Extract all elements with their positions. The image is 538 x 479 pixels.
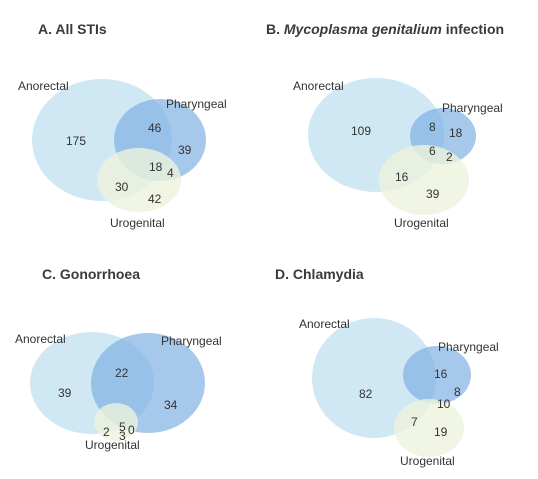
panel-d-title: D. Chlamydia xyxy=(275,266,364,282)
urogenital-circle xyxy=(94,403,138,441)
count-pharyngeal-only: 18 xyxy=(449,126,463,140)
count-anorectal-pharyngeal: 8 xyxy=(429,120,436,134)
panel-a-title: A. All STIs xyxy=(38,21,107,37)
count-urogenital-only: 42 xyxy=(148,192,162,206)
count-anorectal-urogenital: 16 xyxy=(395,170,409,184)
urogenital-label: Urogenital xyxy=(394,216,449,230)
urogenital-circle xyxy=(394,399,464,457)
pharyngeal-label: Pharyngeal xyxy=(166,97,227,111)
urogenital-label: Urogenital xyxy=(110,216,165,230)
count-urogenital-only: 39 xyxy=(426,187,440,201)
count-pharyngeal-urogenital: 4 xyxy=(167,166,174,180)
count-anorectal-only: 82 xyxy=(359,387,373,401)
count-pharyngeal-only: 8 xyxy=(454,385,461,399)
pharyngeal-label: Pharyngeal xyxy=(442,101,503,115)
count-urogenital-only: 3 xyxy=(119,429,126,443)
count-pharyngeal-only: 34 xyxy=(164,398,178,412)
count-pharyngeal-urogenital: 2 xyxy=(446,150,453,164)
urogenital-label: Urogenital xyxy=(85,438,140,452)
pharyngeal-circle xyxy=(403,346,471,404)
panel-a: A. All STIs Anorectal Pharyngeal Urogeni… xyxy=(18,21,227,230)
count-all-three: 5 xyxy=(119,420,126,434)
panel-d: D. Chlamydia Anorectal Pharyngeal Urogen… xyxy=(275,266,499,468)
count-pharyngeal-only: 39 xyxy=(178,143,192,157)
count-pharyngeal-urogenital: 0 xyxy=(128,423,135,437)
urogenital-circle xyxy=(97,148,181,212)
count-anorectal-only: 109 xyxy=(351,124,371,138)
count-anorectal-pharyngeal: 22 xyxy=(115,366,129,380)
panel-c-title: C. Gonorrhoea xyxy=(42,266,140,282)
count-anorectal-only: 39 xyxy=(58,386,72,400)
count-anorectal-pharyngeal: 46 xyxy=(148,121,162,135)
pharyngeal-label: Pharyngeal xyxy=(438,340,499,354)
count-anorectal-urogenital: 7 xyxy=(411,415,418,429)
panel-b-title: B. Mycoplasma genitalium infection xyxy=(266,21,504,37)
count-anorectal-pharyngeal: 16 xyxy=(434,367,448,381)
urogenital-circle xyxy=(379,145,469,215)
count-anorectal-urogenital: 30 xyxy=(115,180,129,194)
anorectal-label: Anorectal xyxy=(293,79,344,93)
panel-b: B. Mycoplasma genitalium infection Anore… xyxy=(266,21,504,230)
pharyngeal-label: Pharyngeal xyxy=(161,334,222,348)
anorectal-label: Anorectal xyxy=(18,79,69,93)
count-all-three: 6 xyxy=(429,144,436,158)
count-urogenital-only: 19 xyxy=(434,425,448,439)
count-anorectal-urogenital: 2 xyxy=(103,425,110,439)
anorectal-label: Anorectal xyxy=(15,332,66,346)
count-all-three: 18 xyxy=(149,160,163,174)
panel-c: C. Gonorrhoea Anorectal Pharyngeal Uroge… xyxy=(15,266,222,452)
anorectal-label: Anorectal xyxy=(299,317,350,331)
count-all-three: 10 xyxy=(437,397,451,411)
count-anorectal-only: 175 xyxy=(66,134,86,148)
urogenital-label: Urogenital xyxy=(400,454,455,468)
